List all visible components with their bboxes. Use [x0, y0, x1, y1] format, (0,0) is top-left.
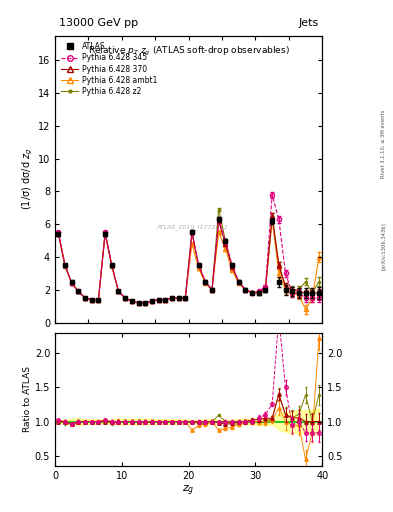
Y-axis label: Ratio to ATLAS: Ratio to ATLAS	[23, 367, 32, 432]
Y-axis label: (1/σ) dσ/d $z_g$: (1/σ) dσ/d $z_g$	[20, 148, 35, 210]
Text: [arXiv:1306.3436]: [arXiv:1306.3436]	[381, 222, 386, 270]
Text: Jets: Jets	[298, 18, 318, 28]
Text: ATLAS_2019_I1772062: ATLAS_2019_I1772062	[156, 224, 228, 229]
Text: Relative $p_T$ $z_g$ (ATLAS soft-drop observables): Relative $p_T$ $z_g$ (ATLAS soft-drop ob…	[88, 45, 290, 57]
Text: Rivet 3.1.10, ≥ 3M events: Rivet 3.1.10, ≥ 3M events	[381, 109, 386, 178]
Legend: ATLAS, Pythia 6.428 345, Pythia 6.428 370, Pythia 6.428 ambt1, Pythia 6.428 z2: ATLAS, Pythia 6.428 345, Pythia 6.428 37…	[59, 39, 160, 98]
Text: 13000 GeV pp: 13000 GeV pp	[59, 18, 138, 28]
X-axis label: $z_g$: $z_g$	[182, 483, 195, 498]
